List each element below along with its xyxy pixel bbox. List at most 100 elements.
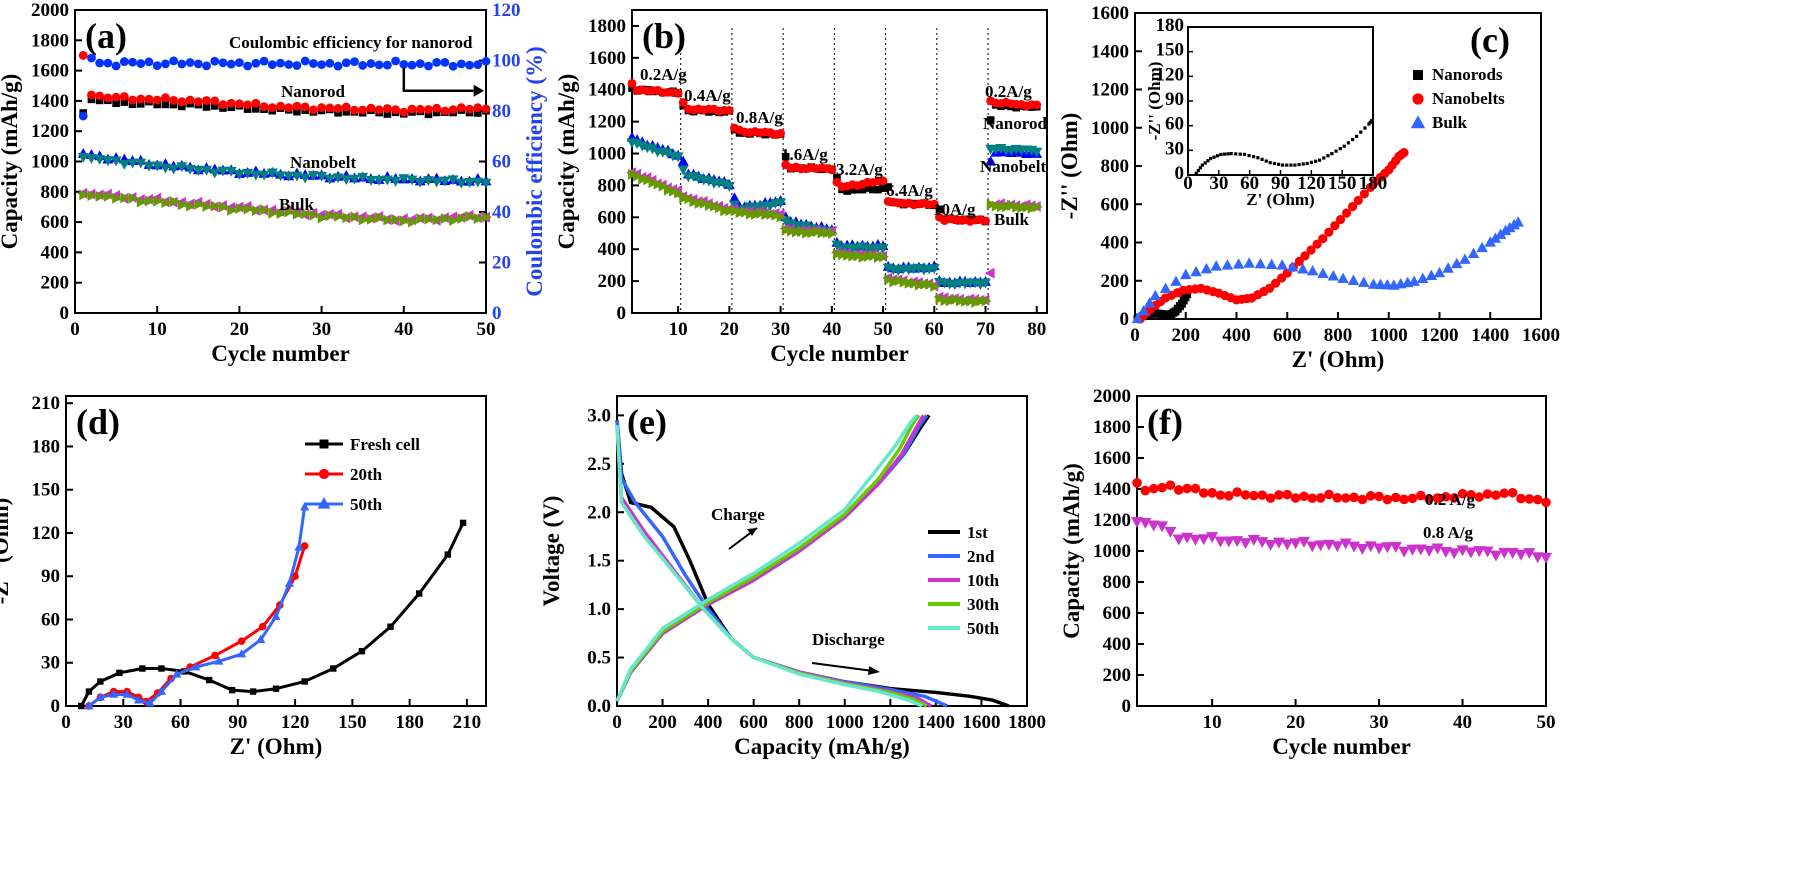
data-point [383,214,394,226]
data-point [800,221,812,232]
y-axis-label: Capacity (mAh/g) [1059,463,1084,639]
data-point [1324,489,1334,500]
x-tick-label: 40 [1453,712,1472,733]
x-tick-label: 20 [720,319,739,340]
panel-a: 0 10 20 30 40 5002004006008001000120014001600… [0,0,547,366]
data-point [473,103,483,113]
data-point [1317,267,1329,278]
rate-label: 10A/g [933,200,976,219]
data-point [193,97,203,107]
x-tick-label: 1200 [871,712,909,733]
x-axis-label: Z' (Ohm) [230,734,323,759]
y-tick-label: 0 [51,696,61,717]
data-point [1365,182,1375,193]
annotation: 0.2 A/g [1425,490,1476,509]
x-tick-label: 400 [694,712,723,733]
data-point [358,61,368,70]
x-tick-label: 1800 [1008,712,1046,733]
data-point [235,99,244,109]
data-point [925,278,936,290]
data-point [194,198,205,210]
data-point [658,180,669,192]
data-point [1156,521,1169,533]
data-point [145,195,155,207]
data-point [112,192,123,204]
data-point [1198,488,1209,498]
data-point [391,56,400,66]
data-point [729,192,740,203]
data-point [87,95,96,104]
data-point [276,208,287,220]
data-point [672,152,684,163]
data-point [879,251,889,263]
data-point [751,208,761,220]
x-tick-label: 50 [1537,712,1556,733]
data-point [235,58,244,68]
data-point [184,164,196,175]
rate-label: 0.2A/g [985,82,1032,101]
rate-label: 3.2A/g [836,160,883,179]
series-1 [1135,148,1409,324]
inset-x-tick-label: 120 [1297,173,1326,194]
data-point [1157,482,1167,493]
data-point [940,295,951,307]
data-point [776,128,785,138]
charge-curve [615,414,918,702]
data-point [218,58,228,68]
plot-frame [74,9,487,314]
data-point [1340,493,1351,503]
data-point [308,105,318,115]
x-tick-label: 40 [822,319,841,340]
y-tick-label: 1600 [31,61,69,82]
data-point [899,276,910,288]
data-point [237,637,246,645]
y-tick-label: 0.0 [587,696,611,717]
data-point [256,634,266,644]
annotation: Coulombic efficiency for nanorod [229,33,473,52]
y2-tick-label: 80 [492,101,511,122]
data-point [776,211,787,223]
data-point [1214,536,1227,548]
inset-data-point [1370,119,1374,123]
inset-data-point [1334,149,1338,153]
data-point [1032,100,1042,110]
data-point [869,185,877,194]
data-point [260,204,270,216]
data-point [95,692,105,701]
data-point [1498,547,1511,559]
y-tick-label: 2.5 [587,454,611,475]
x-tick-label: 210 [453,712,482,733]
rate-label: 6.4A/g [886,181,933,200]
data-point [1357,494,1368,505]
data-point [1224,491,1234,501]
series-3 [77,153,492,189]
data-point [267,103,277,113]
inset-data-point [1309,160,1314,164]
data-point [415,104,425,114]
data-point [914,279,925,291]
legend-label: 2nd [967,547,995,566]
data-point [153,100,161,109]
data-point [1137,304,1150,316]
data-point [103,58,113,68]
data-point [406,175,418,186]
data-point [276,58,285,68]
data-point [1140,485,1151,496]
data-point [143,161,155,172]
data-point [858,185,867,194]
data-point [324,174,336,185]
data-point [1297,263,1309,274]
data-point [447,175,459,186]
x-tick-label: 200 [648,712,677,733]
data-point [465,60,474,70]
y-axis-label: Voltage (V) [539,496,564,607]
series-5 [79,189,492,228]
x-axis-label: Cycle number [770,341,909,366]
y-tick-label: 1800 [588,16,626,37]
data-point [205,676,213,684]
data-point [628,168,638,180]
inset-data-point [1198,166,1203,170]
data-point [177,59,187,69]
legend-label: 10th [967,571,1000,590]
